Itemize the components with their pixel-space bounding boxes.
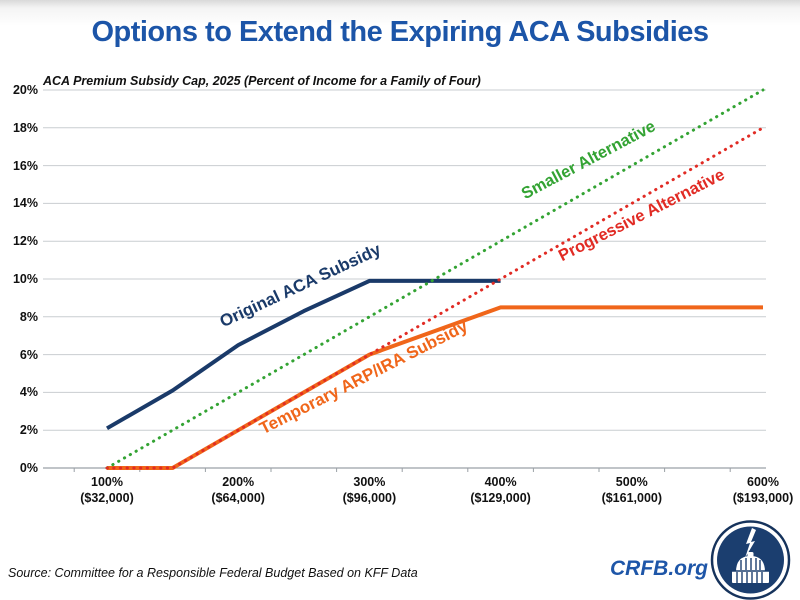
y-tick-label-0%: 0% (19, 461, 38, 475)
x-tick-percent: 100% (91, 475, 123, 489)
x-tick-percent: 200% (222, 475, 255, 489)
x-tick-income: ($129,000) (470, 491, 531, 505)
brand-site-label: CRFB.org (610, 557, 708, 580)
series-line-original-aca-subsidy (106, 278, 501, 431)
x-tick-label-400%: 400% ($129,000) (436, 474, 566, 506)
capitol-dome-lightning-logo (710, 520, 791, 600)
y-tick-label-4%: 4% (19, 385, 38, 400)
y-tick-label-14%: 14% (12, 196, 38, 211)
x-tick-income: ($161,000) (601, 491, 663, 505)
chart-subtitle: ACA Premium Subsidy Cap, 2025 (Percent o… (43, 74, 481, 88)
x-tick-percent: 600% (747, 475, 779, 489)
header-band (0, 0, 800, 70)
y-tick-label-10%: 10% (12, 272, 38, 286)
x-tick-income: ($193,000) (732, 491, 794, 505)
x-tick-percent: 500% (615, 475, 648, 489)
y-tick-label-12%: 12% (12, 234, 38, 249)
x-tick-label-100%: 100% ($32,000) (42, 474, 172, 506)
source-note: Source: Committee for a Responsible Fede… (8, 566, 418, 580)
y-tick-label-2%: 2% (19, 423, 38, 438)
y-tick-label-8%: 8% (19, 309, 38, 324)
x-tick-label-300%: 300% ($96,000) (304, 474, 434, 506)
series-line-progressive-alternative (105, 126, 765, 470)
series-line-smaller-alternative (105, 88, 765, 470)
x-tick-income: ($64,000) (211, 491, 265, 505)
x-tick-label-500%: 500% ($161,000) (567, 474, 697, 506)
y-tick-label-18%: 18% (12, 120, 38, 135)
x-tick-income: ($96,000) (342, 491, 397, 505)
x-tick-percent: 300% (353, 475, 386, 489)
y-tick-label-6%: 6% (19, 347, 38, 362)
y-tick-label-20%: 20% (12, 83, 38, 97)
x-tick-percent: 400% (484, 475, 517, 489)
page-title: Options to Extend the Expiring ACA Subsi… (91, 16, 709, 48)
x-tick-income: ($32,000) (80, 491, 134, 505)
y-tick-label-16%: 16% (12, 158, 38, 173)
x-tick-label-600%: 600% ($193,000) (698, 474, 800, 506)
x-tick-label-200%: 200% ($64,000) (173, 474, 303, 506)
